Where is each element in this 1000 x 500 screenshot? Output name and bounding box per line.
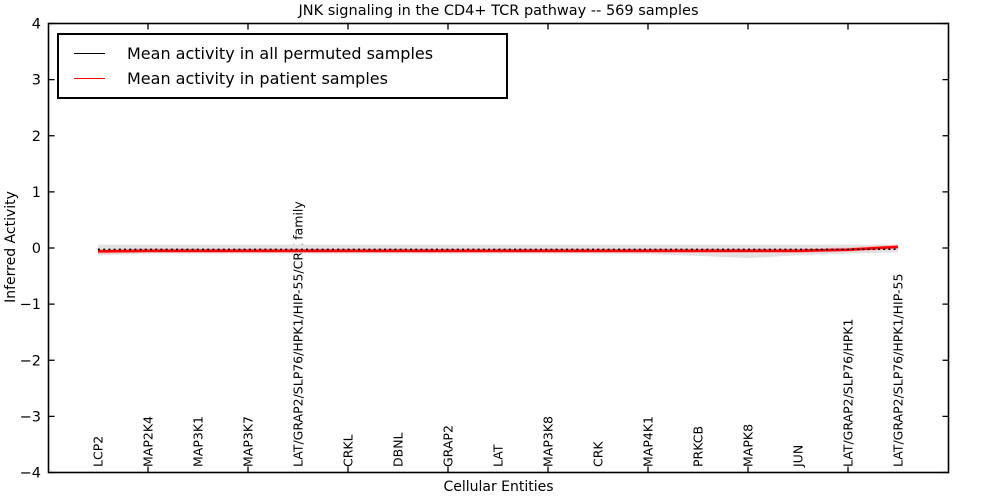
entity-label: LAT/GRAP2/SLP76/HPK1/HIP-55/CRK family [291, 201, 306, 467]
y-tick-label: −1 [20, 297, 41, 313]
y-tick-label: 1 [32, 185, 41, 201]
y-tick-label: 2 [32, 129, 41, 145]
entity-label: MAP2K4 [141, 416, 156, 467]
legend-line-swatch-permuted [74, 52, 105, 54]
y-tick-label: −4 [20, 466, 41, 482]
entity-label: CRKL [341, 434, 356, 467]
entity-label: PRKCB [691, 426, 706, 467]
entity-label: LAT/GRAP2/SLP76/HPK1 [841, 319, 856, 467]
entity-label: DBNL [391, 432, 406, 467]
axis-ticks [48, 22, 949, 474]
legend-line-swatch-patient [74, 78, 105, 80]
series-line-patient [97, 245, 899, 253]
y-tick-label: −3 [20, 409, 41, 425]
legend-item-patient: Mean activity in patient samples [59, 69, 506, 88]
legend: Mean activity in all permuted samples Me… [57, 33, 508, 99]
entity-label: CRK [591, 441, 606, 467]
entity-label: JUN [791, 445, 806, 468]
y-tick-label: −2 [20, 353, 41, 369]
entity-label: GRAP2 [441, 425, 456, 467]
y-axis-label: Inferred Activity [3, 191, 19, 303]
legend-label-patient: Mean activity in patient samples [127, 69, 388, 89]
entity-label: LCP2 [91, 436, 106, 467]
legend-item-permuted: Mean activity in all permuted samples [59, 44, 506, 63]
entity-label: MAP4K1 [641, 416, 656, 467]
y-tick-label: 0 [32, 241, 41, 257]
entity-label: MAP3K7 [241, 416, 256, 467]
legend-label-permuted: Mean activity in all permuted samples [127, 43, 434, 63]
entity-label: MAP3K1 [191, 416, 206, 467]
y-tick-label: 4 [32, 17, 41, 33]
y-tick-label: 3 [32, 73, 41, 89]
y-tick-labels: 4 3 2 1 0 −1 −2 −3 −4 [20, 17, 41, 482]
entity-labels: LCP2 MAP2K4 MAP3K1 MAP3K7 LAT/GRAP2/SLP76/HP… [91, 201, 906, 468]
entity-label: LAT/GRAP2/SLP76/HPK1/HIP-55 [891, 274, 906, 467]
chart-title: JNK signaling in the CD4+ TCR pathway --… [298, 3, 699, 19]
entity-label: MAP3K8 [541, 416, 556, 467]
x-axis-label: Cellular Entities [443, 479, 554, 495]
entity-label: MAPK8 [741, 424, 756, 467]
entity-label: LAT [491, 444, 506, 467]
